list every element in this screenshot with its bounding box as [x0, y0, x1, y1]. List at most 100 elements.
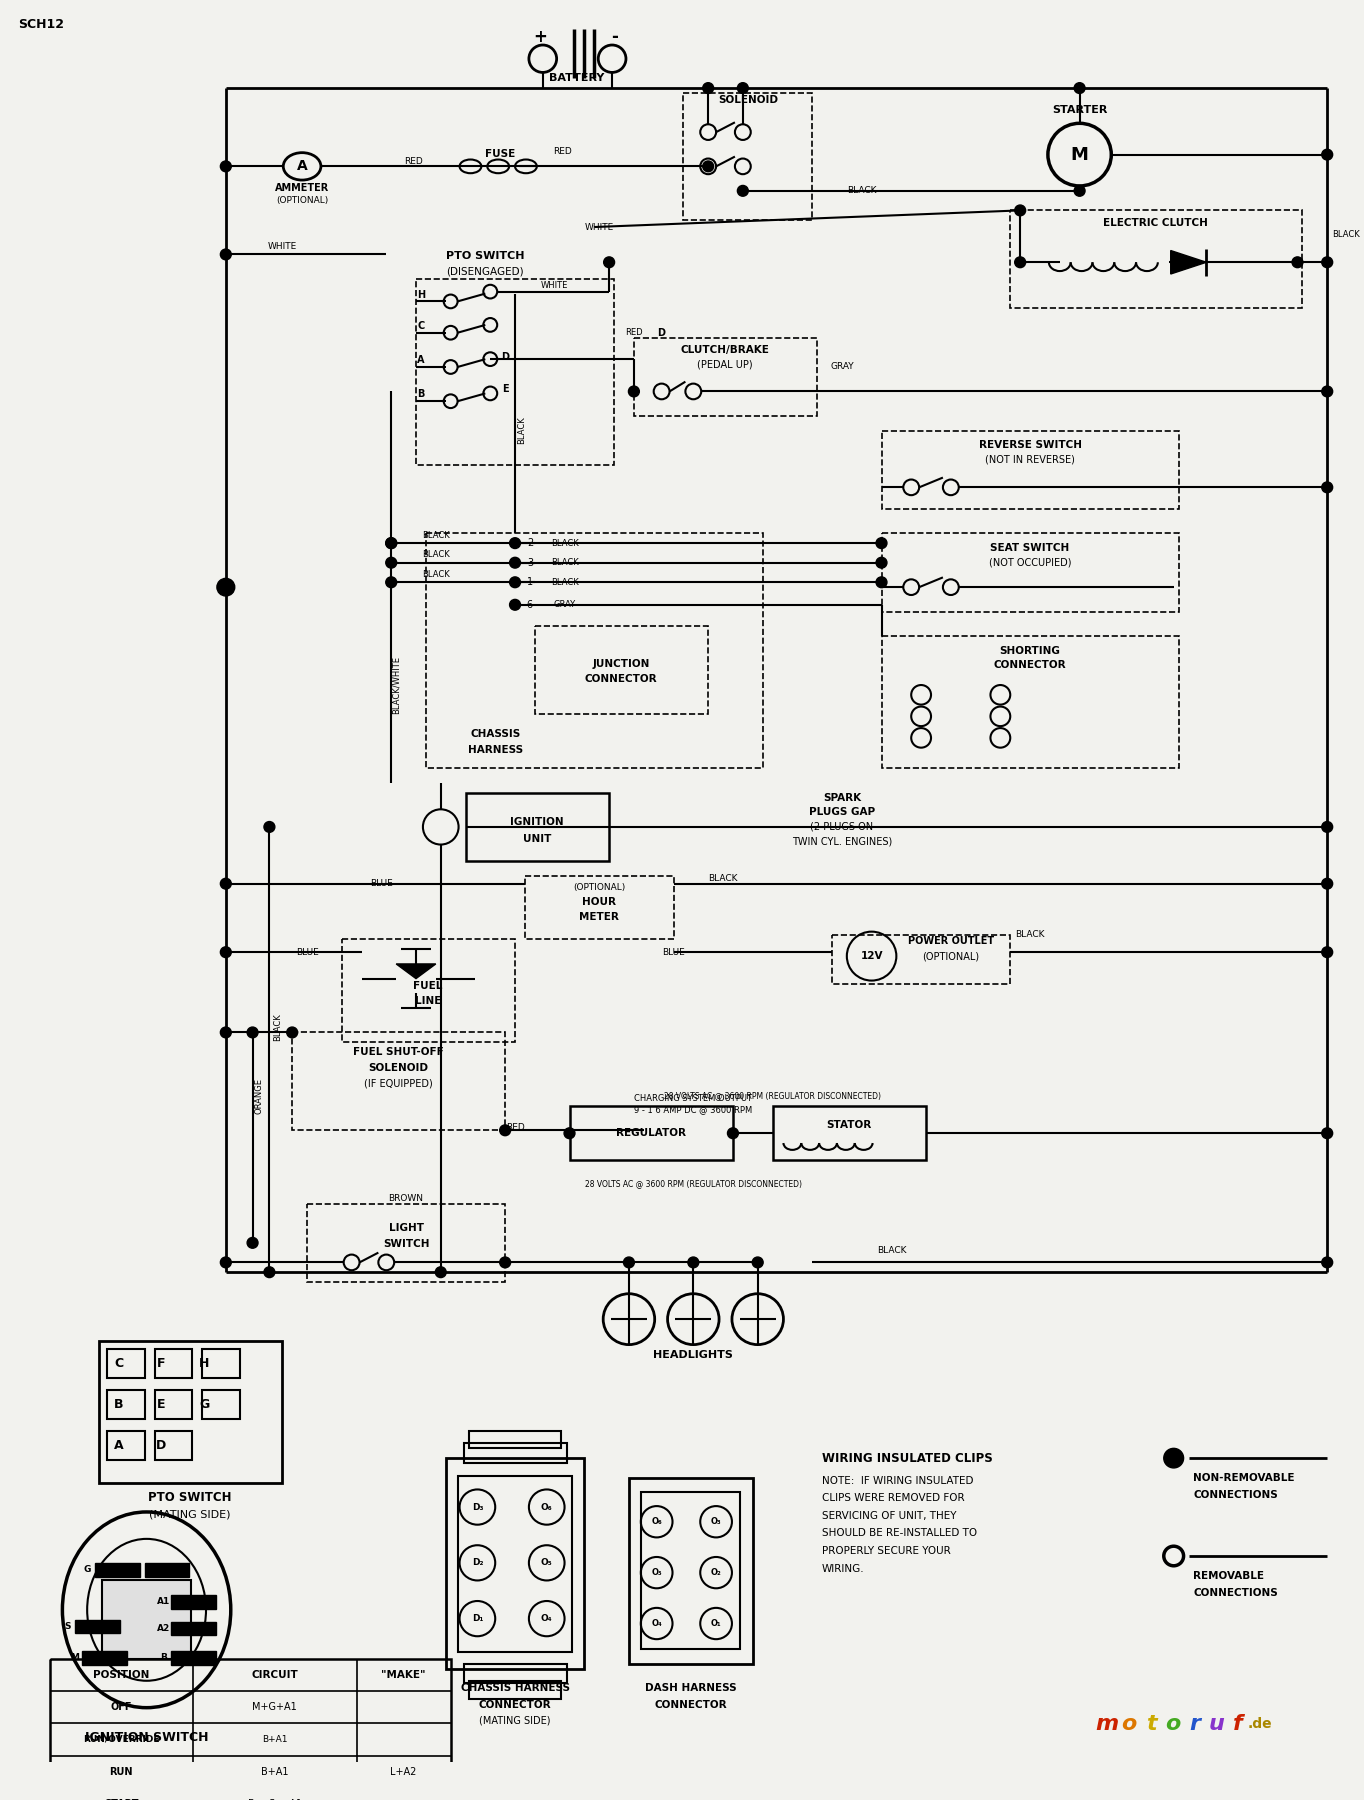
Bar	[75, 1620, 120, 1633]
Bar	[172, 1651, 216, 1665]
Text: DASH HARNESS: DASH HARNESS	[645, 1683, 737, 1694]
Text: SCH12: SCH12	[18, 18, 64, 31]
Circle shape	[221, 1256, 232, 1267]
Text: u: u	[1209, 1714, 1225, 1735]
Circle shape	[221, 878, 232, 889]
Text: L: L	[134, 1566, 139, 1575]
Circle shape	[386, 576, 397, 587]
Circle shape	[623, 1256, 634, 1267]
Text: D: D	[657, 328, 666, 338]
Circle shape	[876, 558, 887, 569]
Circle shape	[727, 1129, 738, 1139]
Text: o: o	[1165, 1714, 1180, 1735]
Bar	[154, 1390, 192, 1418]
Text: WIRING INSULATED CLIPS: WIRING INSULATED CLIPS	[822, 1451, 993, 1465]
Text: HOUR: HOUR	[582, 896, 617, 907]
Bar	[102, 1580, 191, 1660]
Circle shape	[876, 576, 887, 587]
Circle shape	[604, 257, 615, 268]
Text: t: t	[1146, 1714, 1157, 1735]
Text: BLACK: BLACK	[421, 551, 450, 560]
Text: SHORTING: SHORTING	[1000, 646, 1060, 655]
Circle shape	[386, 538, 397, 549]
Text: CLUTCH/BRAKE: CLUTCH/BRAKE	[681, 346, 769, 355]
Text: r: r	[1189, 1714, 1200, 1735]
Text: CLIPS WERE REMOVED FOR: CLIPS WERE REMOVED FOR	[822, 1494, 964, 1503]
Text: TWIN CYL. ENGINES): TWIN CYL. ENGINES)	[791, 837, 892, 846]
Text: .de: .de	[1248, 1717, 1273, 1732]
Text: BLACK: BLACK	[421, 531, 450, 540]
Text: REVERSE SWITCH: REVERSE SWITCH	[978, 441, 1082, 450]
Circle shape	[265, 1267, 276, 1278]
Text: BATTERY: BATTERY	[548, 74, 604, 83]
Circle shape	[687, 1256, 698, 1267]
Text: D₂: D₂	[472, 1559, 483, 1568]
Text: NON-REMOVABLE: NON-REMOVABLE	[1194, 1472, 1294, 1483]
Text: M+G+A1: M+G+A1	[252, 1703, 297, 1712]
Circle shape	[499, 1125, 510, 1136]
Circle shape	[221, 947, 232, 958]
Text: m: m	[1095, 1714, 1118, 1735]
Text: UNIT: UNIT	[522, 833, 551, 844]
Text: (MATING SIDE): (MATING SIDE)	[479, 1715, 551, 1726]
Text: -: -	[611, 29, 618, 47]
Text: WHITE: WHITE	[585, 223, 614, 232]
Text: BLACK: BLACK	[847, 187, 877, 196]
Text: O₅: O₅	[542, 1559, 552, 1568]
Text: ELECTRIC CLUTCH: ELECTRIC CLUTCH	[1103, 218, 1209, 229]
Text: H: H	[417, 290, 426, 299]
Text: CHASSIS HARNESS: CHASSIS HARNESS	[461, 1683, 570, 1694]
Circle shape	[499, 1256, 510, 1267]
Bar	[172, 1595, 216, 1609]
Circle shape	[1163, 1449, 1184, 1469]
Text: A: A	[115, 1438, 124, 1453]
Circle shape	[221, 160, 232, 171]
Bar	[1011, 211, 1303, 308]
Text: PLUGS GAP: PLUGS GAP	[809, 806, 874, 817]
Bar	[457, 1476, 573, 1652]
Text: L+A2: L+A2	[390, 1768, 417, 1777]
Text: BLACK: BLACK	[551, 538, 578, 547]
Text: BLACK/WHITE: BLACK/WHITE	[391, 655, 401, 715]
Text: A1: A1	[157, 1597, 170, 1606]
Text: BROWN: BROWN	[389, 1195, 424, 1204]
Text: GRAY: GRAY	[831, 362, 854, 371]
Text: RUN: RUN	[109, 1768, 134, 1777]
Circle shape	[738, 83, 749, 94]
Circle shape	[217, 578, 235, 596]
Text: LIGHT: LIGHT	[389, 1224, 424, 1233]
Bar	[832, 934, 1011, 983]
Text: HEADLIGHTS: HEADLIGHTS	[653, 1350, 734, 1361]
Text: E: E	[157, 1399, 165, 1411]
Circle shape	[221, 1028, 232, 1039]
Polygon shape	[1170, 250, 1206, 274]
Text: 1: 1	[527, 578, 533, 587]
Text: PROPERLY SECURE YOUR: PROPERLY SECURE YOUR	[822, 1546, 951, 1557]
Bar	[145, 1562, 190, 1577]
Text: (PEDAL UP): (PEDAL UP)	[697, 358, 753, 369]
Text: +: +	[533, 29, 547, 47]
Text: RED: RED	[506, 1123, 524, 1132]
Text: (2 PLUGS ON: (2 PLUGS ON	[810, 823, 873, 832]
Circle shape	[435, 1267, 446, 1278]
Text: POSITION: POSITION	[93, 1670, 150, 1679]
Text: A: A	[297, 160, 307, 173]
Text: RED: RED	[552, 148, 572, 157]
Circle shape	[1322, 149, 1333, 160]
Text: SEAT SWITCH: SEAT SWITCH	[990, 544, 1069, 553]
Bar	[416, 279, 614, 464]
Text: CONNECTIONS: CONNECTIONS	[1194, 1490, 1278, 1501]
Bar	[106, 1390, 145, 1418]
Text: G: G	[83, 1566, 91, 1575]
Circle shape	[265, 821, 276, 832]
Circle shape	[1073, 83, 1084, 94]
Text: o: o	[1121, 1714, 1136, 1735]
Text: SOLENOID: SOLENOID	[717, 95, 777, 104]
Text: CONNECTOR: CONNECTOR	[994, 661, 1067, 670]
Text: METER: METER	[580, 913, 619, 922]
Text: HARNESS: HARNESS	[468, 745, 522, 754]
Circle shape	[510, 538, 521, 549]
Text: BLACK: BLACK	[1333, 230, 1360, 239]
Text: (OPTIONAL): (OPTIONAL)	[573, 884, 625, 893]
Circle shape	[247, 1237, 258, 1247]
